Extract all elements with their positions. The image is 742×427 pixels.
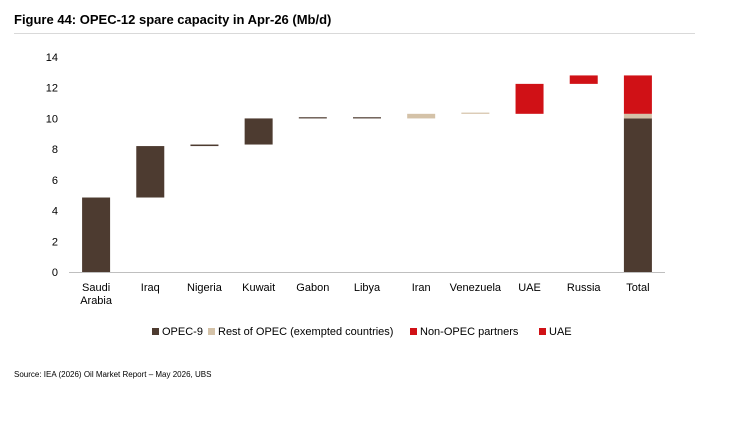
x-tick-label-line: Kuwait <box>242 282 275 294</box>
legend: OPEC-9 Rest of OPEC (exempted countries) N… <box>152 326 572 338</box>
x-tick-label: Gabon <box>296 282 329 294</box>
y-tick-label: 10 <box>46 113 58 125</box>
x-tick-label-line: Iraq <box>141 282 160 294</box>
bar-gabon <box>298 117 327 119</box>
x-tick-label: Libya <box>354 282 381 294</box>
bar-total-uae <box>623 75 652 114</box>
y-tick-label: 0 <box>52 267 58 279</box>
x-tick-label: Total <box>626 282 649 294</box>
x-tick-label: Saudi Arabia <box>80 282 113 307</box>
bar-venezuela <box>461 112 490 114</box>
bar-russia <box>569 75 598 84</box>
x-tick-label-line: Iran <box>412 282 431 294</box>
x-tick-label-line: Saudi <box>82 282 110 294</box>
legend-swatch <box>208 328 215 335</box>
x-tick-label: Iraq <box>141 282 160 294</box>
legend-label: UAE <box>549 326 572 338</box>
bar-kuwait <box>244 118 273 145</box>
x-tick-label: Venezuela <box>450 282 502 294</box>
x-tick-label-line: Gabon <box>296 282 329 294</box>
y-tick-label: 2 <box>52 236 58 248</box>
bar-iraq <box>136 146 165 198</box>
x-tick-label-line: Total <box>626 282 649 294</box>
y-tick-label: 8 <box>52 144 58 156</box>
title-divider <box>14 33 695 34</box>
legend-swatch <box>410 328 417 335</box>
bar-saudi-arabia <box>82 197 111 272</box>
x-tick-label: Iran <box>412 282 431 294</box>
x-tick-label: Nigeria <box>187 282 223 294</box>
x-tick-label: UAE <box>518 282 541 294</box>
legend-label: Non-OPEC partners <box>420 326 519 338</box>
bar-uae <box>515 83 544 114</box>
source-note: Source: IEA (2026) Oil Market Report – M… <box>14 370 212 379</box>
x-axis: Saudi Arabia Iraq Nigeria Kuwait Gabon Libya Ir… <box>80 282 649 307</box>
bar-iran <box>407 113 436 119</box>
y-axis: 0 2 4 6 8 10 12 14 <box>46 52 58 279</box>
x-tick-label-line: Libya <box>354 282 381 294</box>
chart-bars <box>82 75 652 272</box>
y-tick-label: 4 <box>52 206 58 218</box>
legend-label: OPEC-9 <box>162 326 203 338</box>
x-tick-label-line: Arabia <box>80 295 113 307</box>
x-tick-label-line: Nigeria <box>187 282 223 294</box>
figure-title: Figure 44: OPEC-12 spare capacity in Apr… <box>14 12 332 27</box>
x-tick-label-line: UAE <box>518 282 541 294</box>
bar-total-opec-9 <box>623 118 652 272</box>
y-tick-label: 14 <box>46 52 58 64</box>
bar-libya <box>353 117 381 119</box>
x-tick-label: Russia <box>567 282 602 294</box>
legend-swatch <box>539 328 546 335</box>
legend-swatch <box>152 328 159 335</box>
y-tick-label: 12 <box>46 83 58 95</box>
x-tick-label-line: Venezuela <box>450 282 502 294</box>
waterfall-chart: 0 2 4 6 8 10 12 14 Saudi Arabia Iraq Nigeria Kuwait… <box>46 52 665 338</box>
x-tick-label: Kuwait <box>242 282 275 294</box>
legend-label: Rest of OPEC (exempted countries) <box>218 326 393 338</box>
y-tick-label: 6 <box>52 175 58 187</box>
bar-total-rest-of-opec-exempted-countries <box>623 113 652 119</box>
x-tick-label-line: Russia <box>567 282 602 294</box>
bar-nigeria <box>190 144 219 147</box>
